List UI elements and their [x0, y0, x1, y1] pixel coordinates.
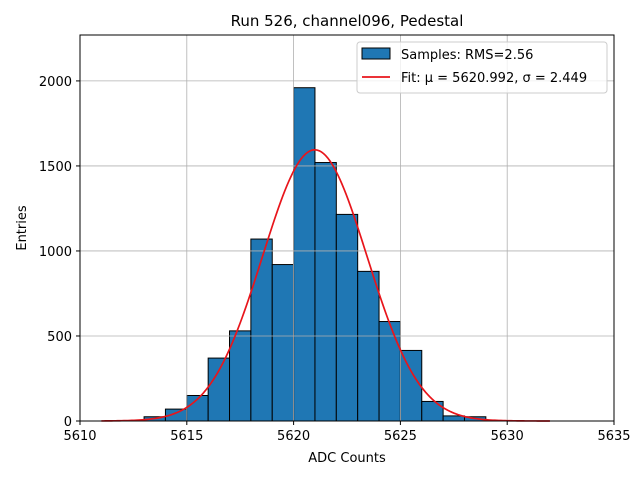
legend-frame	[356, 41, 608, 94]
x-tick-label: 5625	[384, 429, 417, 444]
histogram-bar	[250, 238, 273, 422]
legend-histogram-swatch	[361, 47, 391, 60]
histogram-bar	[399, 349, 423, 422]
histogram-bar	[271, 264, 295, 422]
y-tick-label: 500	[47, 330, 72, 345]
y-tick-label: 1000	[39, 245, 72, 260]
legend-histogram-label: Samples: RMS=2.56	[401, 48, 533, 63]
x-tick-label: 5620	[277, 429, 310, 444]
x-axis-label: ADC Counts	[308, 451, 386, 466]
legend: Samples: RMS=2.56 Fit: μ = 5620.992, σ =…	[356, 41, 608, 94]
histogram-bar	[357, 270, 380, 422]
plot-frame	[79, 34, 615, 422]
y-tick-label: 0	[64, 415, 72, 430]
histogram-bar	[314, 162, 337, 422]
y-tick-label: 1500	[39, 160, 72, 175]
histogram-bar	[378, 321, 401, 422]
y-tick-label: 2000	[39, 75, 72, 90]
plot-area: 5610 5615 5620 5625 5630 5635 0 500 1000 1500 2000	[39, 34, 631, 444]
y-axis-label: Entries	[15, 205, 30, 251]
histogram-bar	[335, 213, 359, 422]
chart-title: Run 526, channel096, Pedestal	[231, 12, 464, 30]
histogram-bar	[421, 400, 444, 422]
x-tick-label: 5630	[491, 429, 524, 444]
legend-fit-label: Fit: μ = 5620.992, σ = 2.449	[401, 71, 587, 86]
histogram-bar	[229, 330, 252, 422]
gaussian-fit-line	[101, 148, 550, 422]
x-tick-label: 5610	[63, 429, 96, 444]
histogram-bar	[293, 87, 316, 422]
histogram-bar	[207, 357, 231, 422]
histogram-bar	[442, 415, 465, 422]
x-tick-label: 5635	[597, 429, 630, 444]
x-tick-label: 5615	[170, 429, 203, 444]
